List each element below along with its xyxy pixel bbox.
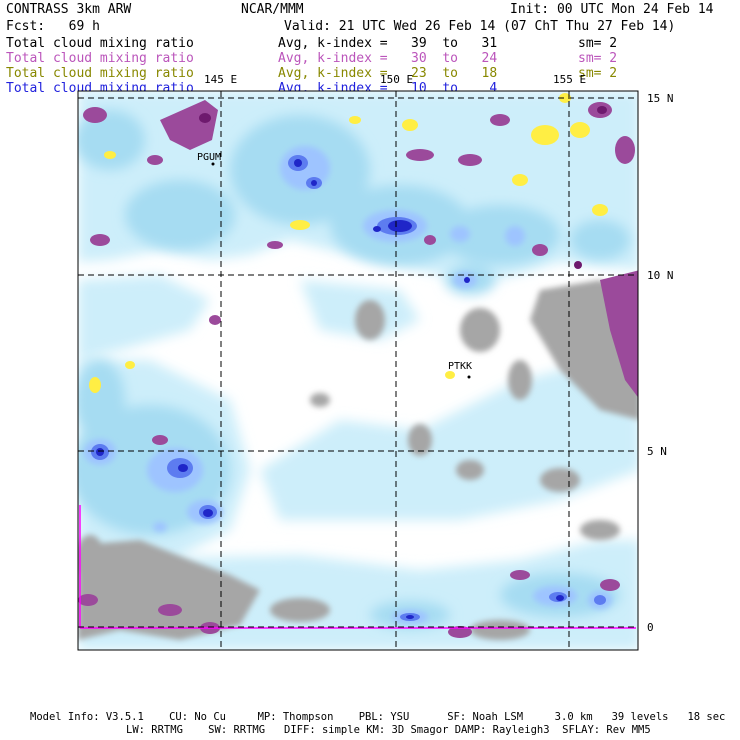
- map-fields: [78, 91, 638, 650]
- field-name-2: Total cloud mixing ratio: [6, 51, 194, 66]
- model-info-line-1: Model Info: V3.5.1 CU: No Cu MP: Thompso…: [30, 711, 726, 723]
- graticule: [78, 91, 638, 650]
- init-time: Init: 00 UTC Mon 24 Feb 14: [510, 2, 714, 17]
- lon-label-145: 145 E: [204, 73, 238, 86]
- field-sm-2: sm= 2: [578, 51, 618, 66]
- lat-label-10n: 10 N: [647, 269, 674, 282]
- field-sm-3: sm= 2: [578, 66, 618, 81]
- station-marker-ptkk: [467, 375, 471, 379]
- yellow-cloud-field: [89, 93, 608, 393]
- lon-label-155: 155 E: [553, 73, 587, 86]
- field-index-2: Avg, k-index = 30 to 24: [278, 51, 498, 66]
- purple-cloud-field: [78, 100, 638, 638]
- model-info-line-2: LW: RRTMG SW: RRTMG DIFF: simple KM: 3D …: [126, 724, 651, 736]
- valid-time: Valid: 21 UTC Wed 26 Feb 14 (07 ChT Thu …: [284, 19, 676, 34]
- lat-label-15n: 15 N: [647, 92, 674, 105]
- lat-label-5n: 5 N: [647, 445, 667, 458]
- field-sm-1: sm= 2: [578, 36, 618, 51]
- forecast-hour: Fcst: 69 h: [6, 19, 100, 34]
- center-name: NCAR/MMM: [241, 2, 304, 17]
- model-title: CONTRASS 3km ARW: [6, 2, 132, 17]
- station-label-ptkk: PTKK: [448, 361, 473, 372]
- dark-purple-cloud-field: [199, 106, 607, 269]
- field-index-1: Avg, k-index = 39 to 31: [278, 36, 498, 51]
- lat-label-0: 0: [647, 621, 654, 634]
- core-cloud-field: [96, 159, 564, 619]
- field-index-3: Avg, k-index = 23 to 18: [278, 66, 498, 81]
- station-marker-pgum: [211, 162, 215, 166]
- gray-cloud-field: [78, 280, 638, 640]
- boundary-lines: [79, 505, 636, 629]
- station-label-pgum: PGUM: [197, 152, 222, 163]
- field-name-3: Total cloud mixing ratio: [6, 66, 194, 81]
- map-frame: [77, 90, 639, 651]
- field-name-1: Total cloud mixing ratio: [6, 36, 194, 51]
- lon-label-150: 150 E: [380, 73, 414, 86]
